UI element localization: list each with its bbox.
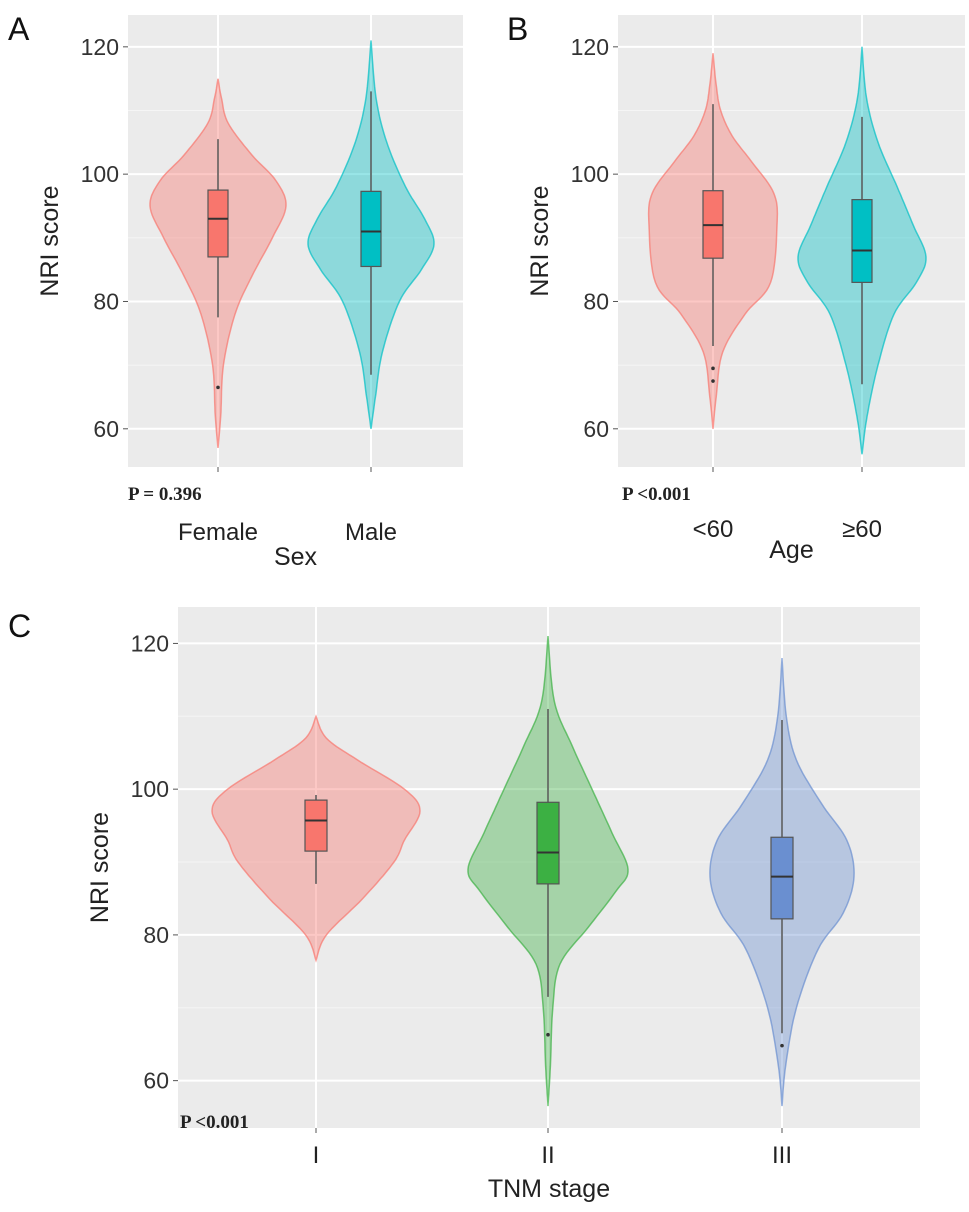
y-tick-label: 60	[583, 416, 609, 442]
box	[207, 189, 229, 258]
x-axis-label: Sex	[274, 543, 318, 571]
y-axis-label: NRI score	[86, 812, 114, 923]
x-tick-label: <60	[693, 516, 734, 543]
y-axis-label: NRI score	[36, 185, 64, 296]
plot-background	[618, 15, 965, 467]
box	[304, 799, 328, 852]
group-0	[211, 714, 421, 963]
outlier-point	[780, 1043, 784, 1048]
group-1	[467, 636, 629, 1107]
outlier-point	[711, 366, 715, 371]
box	[770, 836, 794, 920]
outlier-point	[711, 379, 715, 383]
outlier-point	[216, 385, 220, 390]
x-tick-label: I	[313, 1142, 320, 1169]
group-2	[709, 657, 855, 1107]
y-tick-label: 100	[131, 776, 169, 802]
box	[360, 190, 382, 268]
x-tick-label: ≥60	[842, 516, 882, 543]
group-0	[647, 53, 779, 429]
panel-letter: C	[8, 608, 31, 644]
x-axis-label: TNM stage	[488, 1175, 610, 1203]
panel-letter: B	[507, 11, 528, 47]
group-1	[797, 46, 927, 455]
y-tick-label: 80	[143, 922, 169, 948]
group-1	[307, 40, 435, 429]
p-value-annotation: P = 0.396	[128, 484, 202, 505]
panel-letter: A	[8, 11, 30, 47]
y-tick-label: 80	[583, 288, 609, 314]
p-value-annotation: P <0.001	[622, 484, 691, 505]
y-tick-label: 100	[81, 161, 119, 187]
y-tick-label: 120	[81, 34, 119, 60]
x-tick-label: III	[772, 1142, 792, 1169]
x-axis-label: Age	[769, 536, 813, 564]
x-tick-label: II	[541, 1142, 554, 1169]
panel-a: 60 80 100 120 Female Male Sex NRI score A P = 0.3…	[8, 11, 463, 571]
y-tick-label: 120	[131, 630, 169, 656]
box	[536, 801, 560, 885]
y-axis-label: NRI score	[526, 185, 554, 296]
group-0	[149, 78, 287, 448]
box	[851, 199, 873, 283]
outlier-point	[546, 1032, 550, 1037]
plot-background	[128, 15, 463, 467]
y-tick-label: 60	[143, 1068, 169, 1094]
y-tick-label: 120	[571, 34, 609, 60]
p-value-annotation: P <0.001	[180, 1112, 249, 1133]
y-tick-label: 100	[571, 161, 609, 187]
y-tick-label: 80	[93, 288, 119, 314]
panel-b: 60 80 100 120 <60 ≥60 Age NRI score B P <0.001	[507, 11, 965, 564]
y-tick-label: 60	[93, 416, 119, 442]
x-tick-label: Male	[345, 519, 397, 546]
x-tick-label: Female	[178, 519, 258, 546]
